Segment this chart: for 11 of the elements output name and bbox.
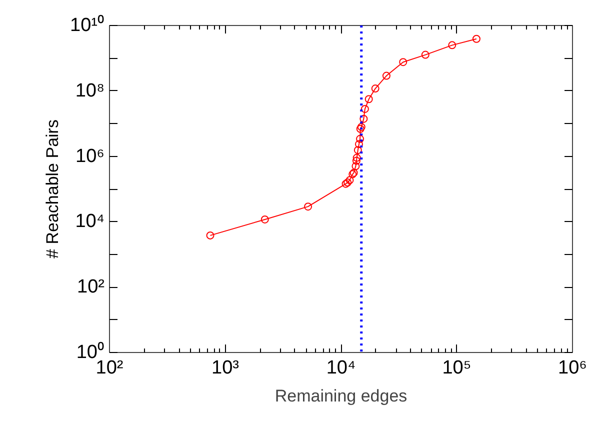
x-tick-label: 10⁶: [558, 358, 587, 378]
y-axis-title: # Reachable Pairs: [43, 120, 62, 258]
x-tick-label: 10⁵: [442, 358, 472, 378]
x-axis-title: Remaining edges: [274, 386, 408, 406]
y-tick-label: 10⁶: [76, 146, 105, 167]
y-tick-label: 10⁸: [75, 80, 105, 102]
y-tick-label: 10¹⁰: [70, 14, 105, 36]
y-tick-label: 10²: [77, 276, 105, 298]
x-tick-label: 10³: [212, 358, 239, 378]
x-tick-label: 10⁴: [326, 358, 356, 378]
y-tick-label: 10⁴: [75, 211, 105, 232]
